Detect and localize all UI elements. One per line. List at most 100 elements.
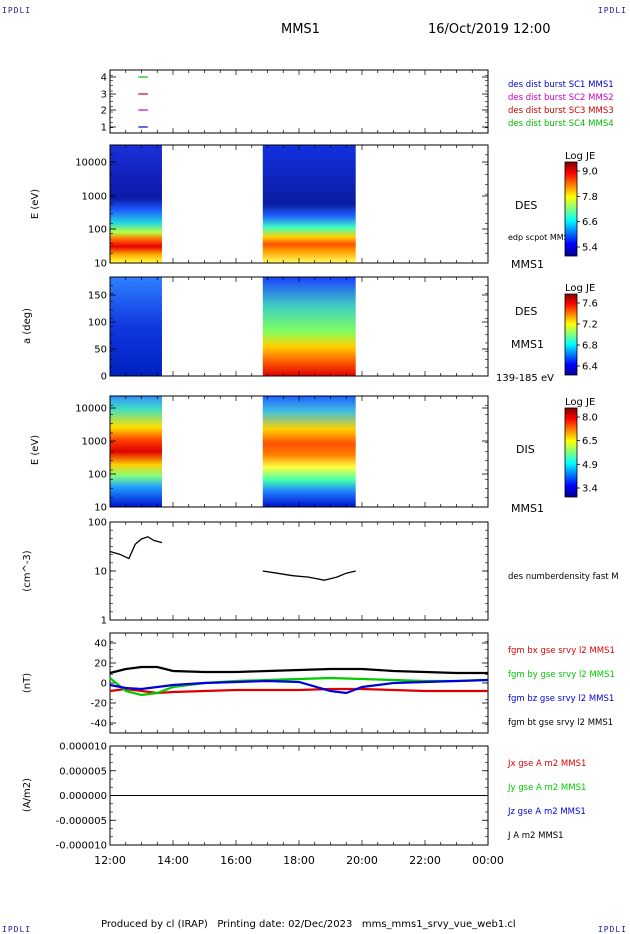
footer-credit: Produced by cl (IRAP) Printing date: 02/…: [101, 919, 516, 930]
burst-legend-entry: des dist burst SC1 MMS1: [508, 80, 614, 90]
fgm-legend-entry: fgm bx gse srvy l2 MMS1: [508, 646, 615, 656]
fgm-ytick-label: -40: [91, 719, 107, 730]
current-ylabel: (A/m2): [22, 778, 33, 812]
des-energy-block: [262, 145, 356, 263]
des-energy-colorbar-label: 6.6: [582, 217, 598, 228]
fgm-series-line: [109, 665, 488, 675]
burst-panel-ytick-label: 3: [101, 90, 107, 101]
burst-legend-entry: des dist burst SC3 MMS3: [508, 106, 614, 116]
des-pitch-colorbar-label: 6.4: [582, 362, 598, 373]
current-ytick-label: 0.000000: [59, 791, 107, 802]
des-pitch-colorbar-label: 7.2: [582, 320, 598, 331]
burst-legend-entry: des dist burst SC2 MMS2: [508, 93, 614, 103]
time-axis-label: 16:00: [220, 854, 252, 867]
time-axis-label: 20:00: [346, 854, 378, 867]
des-energy-instrument-label: DES: [515, 199, 537, 212]
fgm-ytick-label: 0: [101, 679, 107, 690]
dis-energy-instrument-label: DIS: [516, 443, 535, 456]
current-ytick-label: -0.000010: [56, 841, 107, 852]
current-ytick-label: -0.000005: [56, 816, 107, 827]
des-energy-ytick-label: 10: [94, 259, 107, 270]
current-legend-entry: Jz gse A m2 MMS1: [507, 807, 586, 817]
des-energy-colorbar-label: 9.0: [582, 167, 598, 178]
burst-panel-ytick-label: 4: [101, 73, 107, 84]
fgm-ytick-label: 20: [94, 659, 107, 670]
des-pitch-ytick-label: 100: [88, 318, 107, 329]
density-ytick-label: 10: [94, 567, 107, 578]
des-pitch-block: [110, 277, 162, 376]
current-ytick-label: 0.000005: [59, 766, 107, 777]
des-energy-colorbar-title: Log JE: [565, 151, 595, 162]
burst-panel-ytick-label: 1: [101, 123, 107, 134]
dis-energy-ylabel: E (eV): [30, 435, 41, 465]
des-energy-colorbar-label: 7.8: [582, 192, 598, 203]
time-axis-label: 14:00: [157, 854, 189, 867]
des-pitch-instrument-label: DES: [515, 305, 537, 318]
density-series-line: [262, 570, 356, 581]
fgm-ytick-label: 40: [94, 639, 107, 650]
des-energy-scpot-label: edp scpot MMS1: [508, 233, 574, 242]
fgm-ytick-label: -20: [91, 699, 107, 710]
time-axis-label: 18:00: [283, 854, 315, 867]
des-energy-colorbar-label: 5.4: [582, 243, 598, 254]
fgm-legend-entry: fgm by gse srvy l2 MMS1: [508, 670, 615, 680]
datetime-title: 16/Oct/2019 12:00: [428, 22, 551, 37]
density-ytick-label: 1: [101, 616, 107, 627]
des-energy-colorbar: [564, 161, 578, 257]
dis-energy-ytick-label: 100: [88, 470, 107, 481]
dis-energy-block: [110, 396, 162, 507]
corner-label-bottom-left: IPDLI: [2, 925, 32, 934]
des-energy-block: [110, 145, 162, 263]
des-energy-ytick-label: 100: [88, 225, 107, 236]
density-series-line: [109, 536, 163, 560]
fgm-ylabel: (nT): [22, 673, 33, 693]
dis-energy-colorbar-label: 3.4: [582, 484, 598, 495]
burst-panel-frame: [109, 69, 489, 134]
dis-energy-colorbar-label: 4.9: [582, 460, 598, 471]
des-pitch-block: [262, 277, 356, 376]
fgm-series-line: [109, 678, 489, 695]
des-pitch-ylabel: a (deg): [22, 308, 33, 344]
fgm-series-line: [109, 687, 488, 695]
dis-energy-colorbar-label: 6.5: [582, 436, 598, 447]
dis-energy-block: [262, 396, 356, 507]
des-pitch-energy-range: 139-185 eV: [496, 373, 554, 384]
current-legend-entry: Jy gse A m2 MMS1: [507, 783, 586, 793]
dis-energy-colorbar-label: 8.0: [582, 413, 598, 424]
corner-label-top-right: IPDLI: [597, 6, 627, 15]
density-legend-entry: des numberdensity fast M: [508, 572, 619, 582]
current-legend-entry: J A m2 MMS1: [507, 831, 564, 841]
time-axis-label: 00:00: [472, 854, 504, 867]
current-ytick-label: 0.000010: [59, 742, 107, 753]
fgm-legend-entry: fgm bt gse srvy l2 MMS1: [508, 718, 613, 728]
des-pitch-ytick-label: 0: [101, 372, 107, 383]
des-pitch-ytick-label: 150: [88, 291, 107, 302]
des-pitch-colorbar: [564, 293, 578, 376]
des-energy-ytick-label: 10000: [75, 158, 107, 169]
dis-energy-colorbar-title: Log JE: [565, 397, 595, 408]
fgm-legend-entry: fgm bz gse srvy l2 MMS1: [508, 694, 614, 704]
density-ytick-label: 100: [88, 518, 107, 529]
dis-energy-colorbar: [564, 407, 578, 498]
spacecraft-title: MMS1: [281, 22, 320, 37]
burst-legend-entry: des dist burst SC4 MMS4: [508, 119, 614, 129]
density-frame: [109, 521, 489, 621]
des-pitch-colorbar-title: Log JE: [565, 283, 595, 294]
dis-energy-ytick-label: 10: [94, 503, 107, 514]
corner-label-bottom-right: IPDLI: [597, 925, 627, 934]
dis-energy-ytick-label: 1000: [82, 437, 107, 448]
current-legend-entry: Jx gse A m2 MMS1: [507, 759, 586, 769]
des-energy-ylabel: E (eV): [30, 189, 41, 219]
des-energy-ytick-label: 1000: [82, 192, 107, 203]
burst-panel-ytick-label: 2: [101, 106, 107, 117]
dis-energy-ytick-label: 10000: [75, 404, 107, 415]
time-axis-label: 22:00: [409, 854, 441, 867]
des-pitch-ytick-label: 50: [94, 345, 107, 356]
dis-energy-sc-label: MMS1: [511, 502, 544, 515]
density-ylabel: (cm^-3): [22, 550, 33, 591]
time-axis-label: 12:00: [94, 854, 126, 867]
des-pitch-colorbar-label: 6.8: [582, 341, 598, 352]
des-pitch-sc-label: MMS1: [511, 338, 544, 351]
corner-label-top-left: IPDLI: [2, 6, 32, 15]
